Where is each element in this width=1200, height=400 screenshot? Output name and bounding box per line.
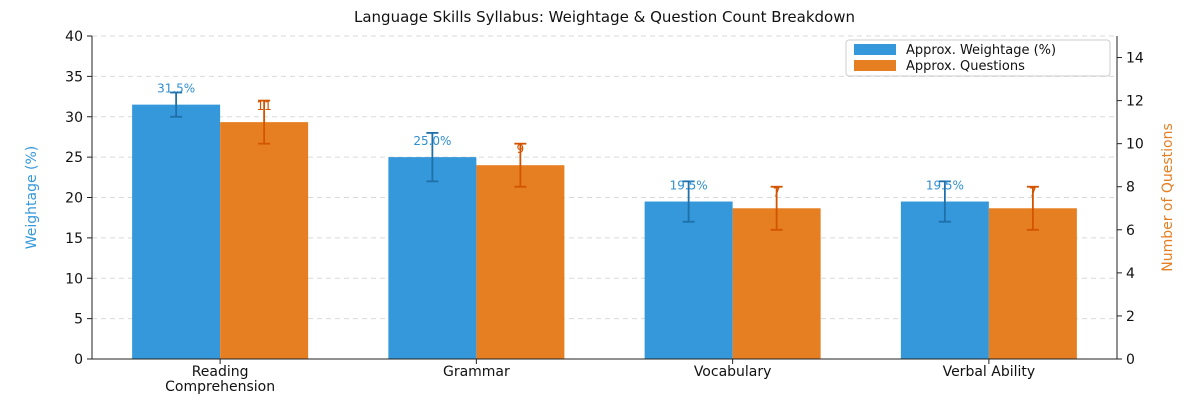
chart-title: Language Skills Syllabus: Weightage & Qu… <box>354 8 855 26</box>
weightage-bar <box>132 104 221 359</box>
bar-value-label: 25.0% <box>413 134 451 148</box>
y-tick-label-right: 12 <box>1126 94 1144 110</box>
y-tick-label-left: 25 <box>65 150 83 166</box>
x-tick-label: Verbal Ability <box>943 364 1036 380</box>
bar-value-label: 11 <box>256 99 271 113</box>
weightage-bar <box>644 201 733 359</box>
bar-value-label: 7 <box>773 185 781 199</box>
questions-bar <box>732 208 821 359</box>
y-tick-label-right: 6 <box>1126 223 1135 239</box>
questions-bar <box>988 208 1077 359</box>
y-tick-label-left: 10 <box>65 271 83 287</box>
questions-bar <box>220 122 309 359</box>
legend-swatch <box>854 60 896 71</box>
y-tick-label-right: 0 <box>1126 352 1135 368</box>
bar-value-label: 31.5% <box>157 82 195 96</box>
x-tick-label: Reading <box>192 364 249 380</box>
legend-box <box>845 39 1111 77</box>
y-tick-label-right: 8 <box>1126 180 1135 196</box>
y-tick-label-right: 14 <box>1126 51 1144 67</box>
bar-value-label: 19.5% <box>670 179 708 193</box>
y-tick-label-left: 15 <box>65 231 83 247</box>
legend-swatch <box>854 44 896 55</box>
y-tick-label-left: 5 <box>74 312 83 328</box>
y-tick-label-right: 2 <box>1126 309 1135 325</box>
y-tick-label-left: 35 <box>65 69 83 85</box>
y-tick-label-right: 4 <box>1126 266 1135 282</box>
legend-entry: Approx. Questions <box>906 59 1025 74</box>
x-tick-label: Vocabulary <box>694 364 772 380</box>
y-tick-label-left: 0 <box>74 352 83 368</box>
bar-value-label: 9 <box>517 142 525 156</box>
x-tick-label: Comprehension <box>165 379 275 395</box>
y-tick-label-left: 20 <box>65 191 83 207</box>
y-tick-label-left: 40 <box>65 29 83 45</box>
y-axis-label-right: Number of Questions <box>1160 123 1176 272</box>
y-axis-label-left: Weightage (%) <box>24 146 40 250</box>
bar-value-label: 19.5% <box>926 179 964 193</box>
legend-entry: Approx. Weightage (%) <box>906 43 1056 58</box>
bar-value-label: 7 <box>1029 185 1037 199</box>
questions-bar <box>476 165 565 359</box>
x-tick-label: Grammar <box>443 364 510 380</box>
y-tick-label-left: 30 <box>65 110 83 126</box>
weightage-bar <box>900 201 989 359</box>
y-tick-label-right: 10 <box>1126 137 1144 153</box>
weightage-bar <box>388 157 477 359</box>
